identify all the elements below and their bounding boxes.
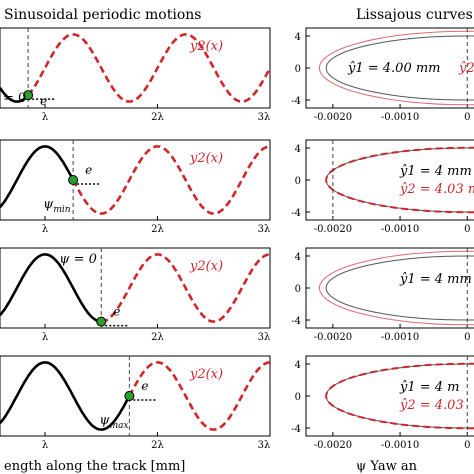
x-tick-label: 2λ [151,332,164,343]
x-tick-label: -0.0020 [314,332,352,343]
y-tick-label: 4 [295,360,301,371]
x-tick-label: 2λ [151,440,164,451]
x-tick-label: -0.0020 [314,440,352,451]
right-title: Lissajous curves [356,7,473,23]
ellipse-y2 [318,250,474,326]
legend-y2: y2(x) [189,151,223,166]
axes-frame [305,247,474,329]
x-tick-label: -0.0010 [381,112,419,123]
e-label: e [113,305,120,319]
left-panel-2: λ 2λ 3λ e y2(x) ψmin [0,139,271,235]
x-tick-label: 0 [464,440,470,451]
y1-amplitude-text: ŷ1 = 4 m [399,380,460,395]
series-y1-line [0,253,102,323]
series-y1-line [0,145,75,209]
left-xlabel: ength along the track [mm] [4,459,185,474]
e-label: e [40,94,47,108]
ellipse-y1 [325,147,474,213]
series-y1-line [0,361,131,431]
series-y2-line [101,253,271,323]
series-y2-line [27,33,272,103]
psi-label: ψ = 0 [59,252,97,267]
axes-frame [0,27,271,109]
axes-frame [0,247,271,329]
axes-frame [305,355,474,437]
legend-y2: y2(x) [189,367,223,382]
e-label: e [85,163,92,177]
y2-amplitude-text: ŷ2 [458,61,474,76]
x-tick-label: 0 [464,332,470,343]
x-tick-label: -0.0010 [381,440,419,451]
y1-amplitude-text: ŷ1 = 4 mm [399,272,472,287]
psi-subscript: min [53,205,70,215]
right-panel-2: 4 0 -4 -0.0020 -0.0010 0 ŷ1 = 4 mm ŷ2 = 4.03 m [291,139,474,235]
left-panel-1: λ 2λ 3λ e y2(x) = 0 [0,27,272,123]
x-tick-label: λ [42,224,49,235]
y2-amplitude-text: ŷ2 = 4.03 m [399,182,474,197]
x-tick-label: λ [42,332,49,343]
y-tick-label: -4 [291,208,301,219]
contact-marker [23,90,34,101]
ellipse-y2 [325,362,474,430]
psi-subscript: max [110,421,129,431]
y-tick-label: 0 [295,284,301,295]
x-tick-label: -0.0020 [314,112,352,123]
x-tick-label: -0.0010 [381,332,419,343]
left-title: Sinusoidal periodic motions [4,7,201,23]
right-panel-4: 4 0 -4 -0.0020 -0.0010 0 ŷ1 = 4 m ŷ2 = 4.03 [291,355,474,451]
x-tick-label: 3λ [258,224,271,235]
x-tick-label: 2λ [151,224,164,235]
x-tick-label: -0.0020 [314,224,352,235]
x-tick-label: 3λ [258,440,271,451]
x-tick-label: λ [42,440,49,451]
x-tick-label: 2λ [151,112,164,123]
psi-label: = 0 [3,91,26,106]
y-tick-label: -4 [291,316,301,327]
y-tick-label: 0 [295,64,301,75]
axes-frame [0,355,271,437]
y-tick-label: 4 [295,32,301,43]
right-panel-3: 4 0 -4 -0.0020 -0.0010 0 ŷ1 = 4 mm [291,247,474,343]
contact-marker [124,391,135,401]
y1-amplitude-text: ŷ1 = 4.00 mm [347,61,441,76]
ellipse-y2 [325,146,474,214]
ellipse-y1 [325,363,474,429]
x-tick-label: 3λ [258,332,271,343]
series-y2-line [71,145,271,215]
y-tick-label: -4 [291,96,301,107]
x-tick-label: 0 [464,224,470,235]
x-tick-label: 0 [464,112,470,123]
y2-amplitude-text: ŷ2 = 4.03 [399,398,464,413]
x-tick-label: λ [42,112,49,123]
y1-amplitude-text: ŷ1 = 4 mm [399,164,472,179]
y-tick-label: 0 [295,392,301,403]
x-tick-label: -0.0010 [381,224,419,235]
right-xlabel: ψ Yaw an [356,459,418,474]
y-tick-label: 4 [295,252,301,263]
y-tick-label: 4 [295,144,301,155]
x-tick-label: 3λ [258,112,271,123]
legend-y2: y2(x) [189,39,223,54]
chart-panels: λ 2λ 3λ e y2(x) = 0 λ 2λ 3λ e y2(x) ψmin λ 2λ 3λ e y2(x)… [0,27,474,451]
e-label: e [141,379,148,393]
series-y2-line [128,361,271,431]
axes-frame [305,139,474,221]
series-y1-line [0,87,30,103]
right-panel-1: 4 0 -4 -0.0020 -0.0010 0 ŷ1 = 4.00 mm ŷ2 [291,27,474,123]
contact-marker [96,316,107,327]
y-tick-label: 0 [295,176,301,187]
legend-y2: y2(x) [189,259,223,274]
axes-frame [0,139,271,221]
y-tick-label: -4 [291,424,301,435]
contact-marker [68,175,79,185]
left-panel-3: λ 2λ 3λ e y2(x) ψ = 0 [0,247,271,343]
psi-label: ψmin [43,197,71,215]
